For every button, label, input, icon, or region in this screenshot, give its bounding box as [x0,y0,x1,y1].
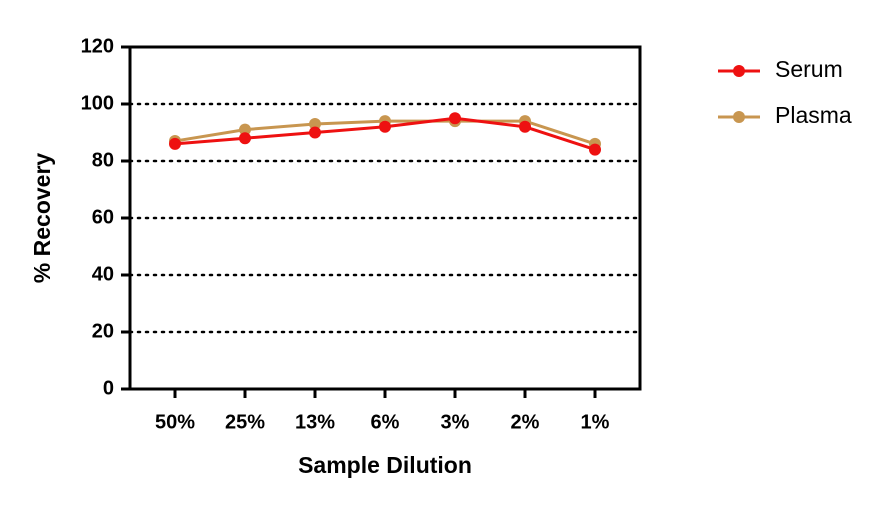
y-tick-label: 80 [92,149,114,171]
x-tick-label: 3% [441,411,470,433]
legend-label: Serum [775,56,843,82]
data-point [309,117,321,130]
legend-marker [733,111,745,123]
data-point [239,132,251,145]
x-tick-label: 25% [225,411,265,433]
x-tick-label: 6% [371,411,400,433]
x-tick-label: 1% [581,411,610,433]
data-point [589,143,601,156]
data-point [449,112,461,125]
x-tick-label: 13% [295,411,335,433]
x-tick-label: 50% [155,411,195,433]
data-point [239,123,251,136]
y-tick-label: 100 [81,92,114,114]
legend-marker [733,65,745,77]
y-axis-title: % Recovery [29,153,55,284]
y-tick-label: 60 [92,206,114,228]
y-tick-label: 40 [92,263,114,285]
x-tick-label: 2% [511,411,540,433]
data-point [379,120,391,133]
y-tick-label: 0 [103,377,114,399]
y-tick-label: 120 [81,35,114,57]
x-axis-title: Sample Dilution [298,452,472,478]
data-point [309,126,321,139]
y-tick-label: 20 [92,320,114,342]
legend-label: Plasma [775,102,852,128]
data-point [169,137,181,150]
data-point [519,120,531,133]
